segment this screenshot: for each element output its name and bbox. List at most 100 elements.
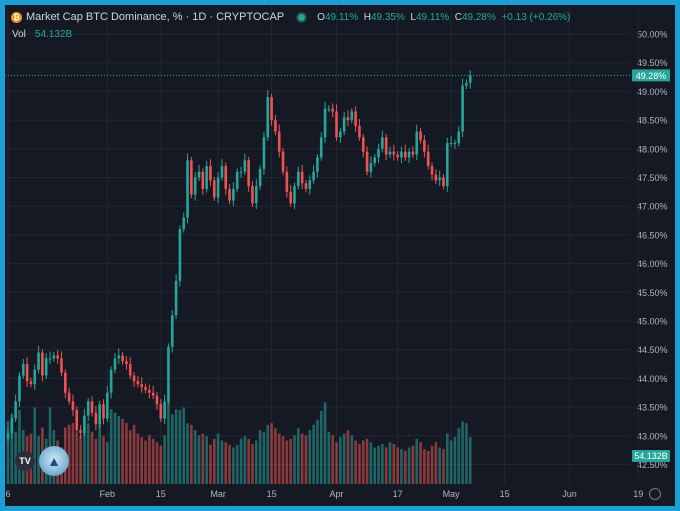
candle-body (37, 352, 40, 370)
candle-body (220, 166, 224, 178)
candle-body (18, 375, 21, 402)
volume-bar (255, 440, 258, 484)
candle-body (94, 412, 98, 425)
volume-bar (331, 435, 334, 484)
candle-body (90, 401, 94, 413)
candle-body (327, 108, 331, 110)
volume-bar (446, 433, 449, 484)
volume-bar (396, 447, 399, 484)
candle-body (335, 111, 338, 138)
volume-bar (438, 447, 441, 484)
candle-body (255, 186, 258, 204)
candle-body (167, 346, 170, 402)
volume-bar (228, 444, 231, 484)
candle-body (71, 401, 75, 410)
candle-body (216, 177, 220, 198)
volume-bar (197, 435, 201, 484)
candle-body (262, 137, 266, 169)
x-tick-label: 6 (5, 489, 10, 499)
candle-body (106, 392, 109, 419)
candle-body (312, 171, 315, 181)
x-tick-label: 17 (393, 489, 403, 499)
volume-bar (33, 407, 37, 484)
settings-gear-icon[interactable] (649, 488, 661, 500)
candle-body (293, 186, 296, 204)
price-chart[interactable]: 50.00% 49.50% 49.00% 48.50% 48.00% 47.50% 47.0… (5, 5, 675, 506)
volume-bar (94, 438, 98, 484)
volume-bar (270, 423, 273, 484)
low-label: L (410, 11, 416, 23)
market-status-icon (298, 13, 306, 21)
x-tick-label: 15 (500, 489, 510, 499)
candle-body (186, 160, 189, 218)
candle-body (102, 404, 105, 419)
volume-bar (151, 438, 155, 484)
candle-body (190, 160, 193, 195)
volume-bar (155, 442, 159, 484)
x-tick-label: May (443, 489, 461, 499)
x-tick-label: 15 (156, 489, 166, 499)
volume-bar (83, 418, 86, 484)
open-label: O (317, 11, 325, 23)
candle-body (56, 355, 59, 359)
chart-title[interactable]: Market Cap BTC Dominance, % · 1D · CRYPT… (26, 11, 285, 23)
candle-body (83, 415, 86, 433)
candle-body (193, 177, 197, 195)
volume-bar (251, 443, 254, 484)
candle-body (117, 355, 121, 359)
volume-bar (407, 447, 411, 484)
candle-body (6, 432, 10, 439)
y-tick-label: 49.00% (637, 87, 668, 97)
volume-bar (79, 436, 82, 484)
y-tick-label: 43.50% (637, 403, 668, 413)
candle-body (109, 369, 113, 393)
candle-body (377, 148, 380, 158)
y-tick-label: 48.50% (637, 116, 668, 126)
candle-body (52, 355, 56, 359)
y-tick-label: 43.00% (637, 431, 668, 441)
candle-body (446, 143, 449, 187)
volume-bar (373, 447, 377, 484)
candle-body (148, 389, 151, 393)
candle-body (41, 352, 44, 376)
volume-bar (335, 442, 338, 484)
volume-bar (377, 445, 380, 484)
volume-bar (342, 433, 346, 484)
volume-bar (243, 436, 247, 484)
y-tick-label: 45.00% (637, 317, 668, 327)
candle-body (407, 151, 411, 158)
volume-bar (369, 442, 373, 484)
candle-body (277, 131, 281, 152)
last-volume-tag (632, 450, 670, 462)
candle-body (228, 188, 231, 201)
candle-body (163, 401, 166, 419)
candle-body (170, 315, 174, 347)
volume-bar (178, 410, 182, 484)
tradingview-logo[interactable]: TV (15, 451, 35, 471)
candle-body (14, 401, 17, 419)
candle-body (457, 131, 461, 144)
volume-bar (190, 424, 193, 484)
volume-bar (247, 438, 250, 484)
volume-bar (167, 400, 170, 484)
candle-body (60, 358, 63, 373)
volume-bar (285, 440, 289, 484)
volume-bar (319, 410, 323, 484)
avatar-icon: ▲ (39, 446, 69, 476)
candle-body (274, 120, 277, 132)
y-tick-label: 47.00% (637, 202, 668, 212)
candle-body (323, 108, 327, 138)
volume-bar (266, 424, 270, 484)
candle-body (44, 358, 48, 376)
volume-bar (109, 409, 113, 484)
y-tick-label: 49.50% (637, 58, 668, 68)
y-tick-label: 50.00% (637, 30, 668, 40)
candle-body (75, 409, 79, 431)
volume-bar (10, 414, 14, 484)
x-tick-label: Jun (562, 489, 577, 499)
y-tick-label: 45.50% (637, 288, 668, 298)
volume-bar (209, 444, 212, 484)
volume-bar (350, 435, 354, 484)
volume-bar (465, 423, 468, 484)
volume-bar (232, 447, 235, 484)
